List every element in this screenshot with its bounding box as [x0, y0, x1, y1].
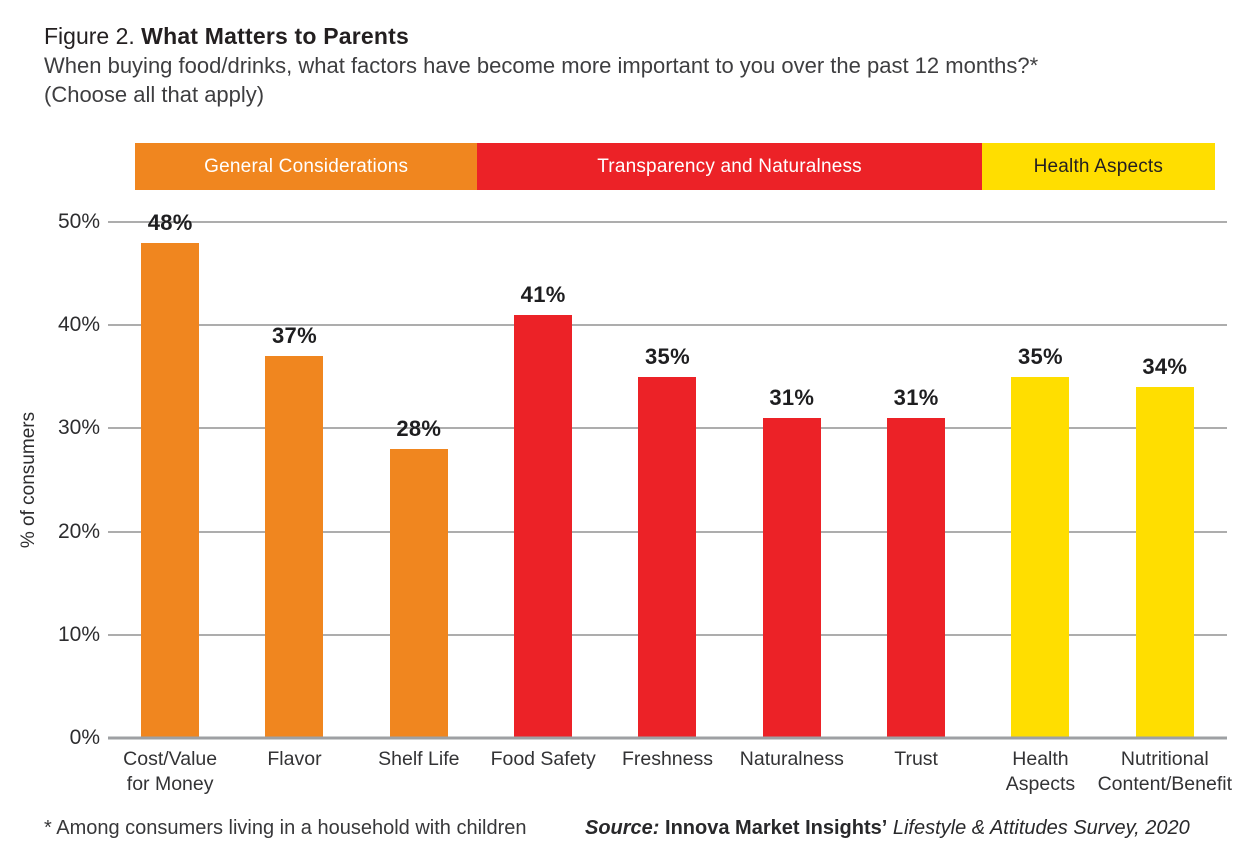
x-axis-label-food-safety: Food Safety — [463, 747, 623, 772]
legend-segment-health-aspects: Health Aspects — [981, 143, 1215, 190]
y-tick-label-50: 50% — [57, 210, 100, 233]
x-axis-label-line: Cost/Value — [123, 748, 218, 770]
x-axis-label-trust: Trust — [836, 747, 996, 772]
figure-subtitle-line-2: (Choose all that apply) — [44, 82, 265, 107]
x-axis-label-line: Health — [1012, 748, 1069, 770]
figure-subtitle-line-1: When buying food/drinks, what factors ha… — [44, 53, 1039, 78]
bar-value-label-flavor: 37% — [272, 323, 317, 349]
x-axis-label-freshness: Freshness — [587, 747, 747, 772]
bar-value-label-nutritional-content-benefit: 34% — [1142, 354, 1188, 380]
bar-value-label-freshness: 35% — [645, 343, 690, 369]
x-axis-label-line: Content/Benefit — [1097, 773, 1232, 795]
bar-flavor — [265, 356, 324, 738]
gridline-0 — [108, 736, 1227, 740]
footnote: * Among consumers living in a household … — [44, 817, 527, 839]
y-tick-label-40: 40% — [57, 313, 100, 337]
legend-band: General Considerations Transparency and N… — [135, 143, 1215, 190]
gridline-50 — [108, 221, 1227, 223]
x-axis-label-naturalness: Naturalness — [712, 747, 872, 772]
legend-segment-general-considerations: General Considerations — [135, 143, 478, 190]
source-survey-title: Lifestyle & Attitudes Survey, 2020 — [892, 817, 1190, 839]
bar-value-label-health-aspects: 35% — [1017, 343, 1063, 369]
legend-segment-transparency-and-naturalness: Transparency and Naturalness — [477, 143, 982, 190]
x-axis-label-line: Trust — [894, 748, 938, 770]
bar-value-label-cost-value-for-money: 48% — [147, 209, 193, 235]
bar-slot-nutritional-content-benefit: 34% Nutritional Content/Benefit — [1098, 222, 1232, 795]
plot-area: 48% Cost/Value for Money 37% Flavor 28% Shelf … — [108, 210, 1232, 795]
bar-slot-cost-value-for-money: 48% Cost/Value for Money — [108, 210, 232, 795]
legend-segment-label: Health Aspects — [1033, 155, 1164, 177]
source-prefix: Source: — [585, 817, 660, 839]
x-axis-label-line: Freshness — [621, 748, 713, 770]
x-axis-label-nutritional-content-benefit: Nutritional Content/Benefit — [1085, 747, 1245, 797]
source-name: Innova Market Insights’ — [665, 817, 888, 839]
x-axis-label-line: Nutritional — [1120, 748, 1209, 770]
bar-value-label-naturalness: 31% — [769, 385, 815, 411]
bar-freshness — [638, 376, 697, 738]
bar-value-label-shelf-life: 28% — [396, 416, 442, 442]
legend-segment-label: Transparency and Naturalness — [597, 155, 862, 177]
x-axis-label-health-aspects: Health Aspects — [960, 747, 1120, 797]
bar-shelf-life — [389, 449, 448, 738]
bar-slot-health-aspects: 35% Health Aspects — [978, 222, 1102, 795]
y-tick-label-10: 10% — [57, 622, 100, 646]
bar-value-label-food-safety: 41% — [520, 281, 566, 307]
x-axis-label-cost-value-for-money: Cost/Value for Money — [90, 747, 250, 797]
x-axis-label-line: Naturalness — [739, 748, 844, 770]
x-axis-label-line: Shelf Life — [378, 748, 460, 770]
y-axis-ticks: 0% 10% 20% 30% 40% 50% — [24, 210, 100, 749]
bar-food-safety — [514, 314, 573, 738]
y-tick-label-30: 30% — [57, 416, 100, 440]
y-tick-label-20: 20% — [57, 519, 100, 543]
y-tick-label-0: 0% — [69, 726, 100, 749]
bar-value-label-trust: 31% — [893, 385, 939, 411]
figure-header: Figure 2. What Matters to Parents When b… — [44, 22, 1038, 109]
x-axis-label-line: for Money — [126, 773, 214, 795]
bar-slot-trust: 31% Trust — [854, 222, 978, 770]
bar-nutritional-content-benefit — [1135, 387, 1194, 738]
gridline-40 — [108, 324, 1227, 327]
bar-trust — [887, 418, 946, 738]
x-axis-label-line: Flavor — [267, 748, 322, 770]
source-line: Source: Innova Market Insights’ Lifestyl… — [585, 817, 1190, 840]
bar-slot-shelf-life: 28% Shelf Life — [357, 222, 481, 770]
bar-slot-food-safety: 41% Food Safety — [481, 222, 605, 770]
bar-slot-flavor: 37% Flavor — [232, 222, 356, 770]
figure-number-label: Figure 2. — [44, 23, 135, 49]
bars-container: 48% Cost/Value for Money 37% Flavor 28% Shelf … — [108, 210, 1232, 795]
bar-health-aspects — [1011, 376, 1070, 738]
bar-cost-value-for-money — [141, 242, 200, 738]
x-axis-label-flavor: Flavor — [214, 747, 374, 772]
bar-slot-naturalness: 31% Naturalness — [730, 222, 854, 770]
bar-slot-freshness: 35% Freshness — [605, 222, 729, 770]
page-title: What Matters to Parents — [141, 23, 410, 49]
x-axis-label-shelf-life: Shelf Life — [339, 747, 499, 772]
bar-naturalness — [762, 418, 821, 738]
x-axis-label-line: Food Safety — [490, 748, 596, 770]
figure-title-line: Figure 2. What Matters to Parents — [44, 22, 1038, 51]
legend-segment-label: General Considerations — [204, 155, 409, 177]
x-axis-label-line: Aspects — [1005, 773, 1076, 795]
